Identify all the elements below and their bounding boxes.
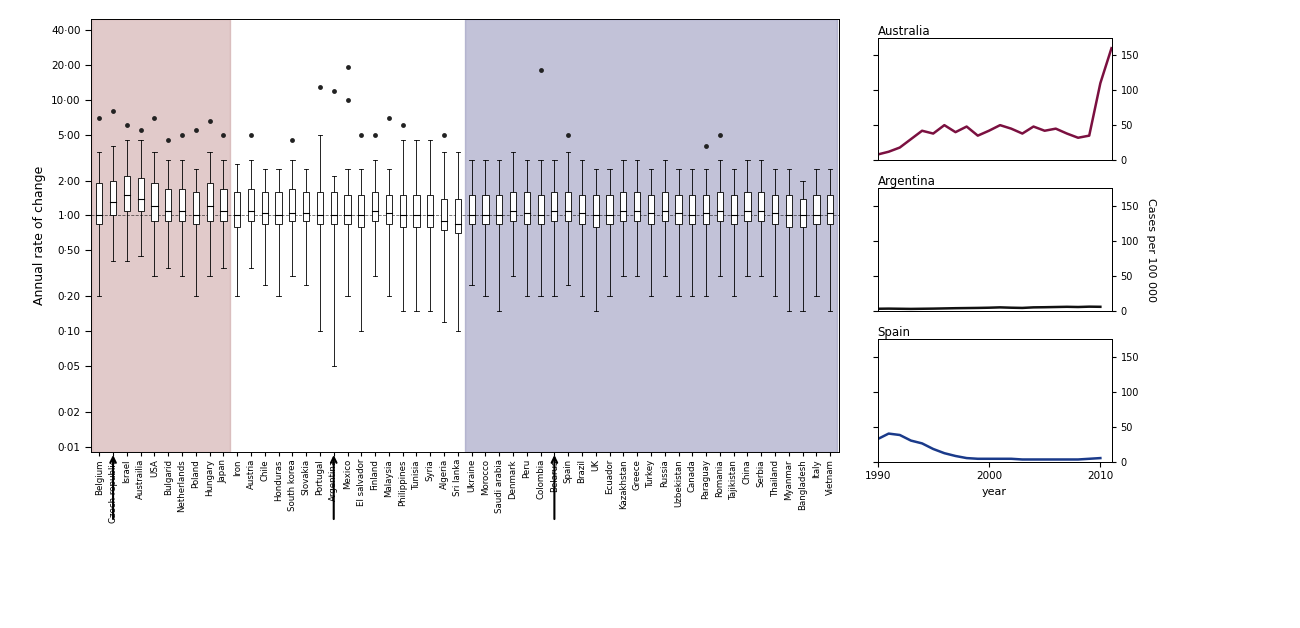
Bar [482, 195, 489, 224]
Bar [551, 192, 558, 220]
Bar [716, 192, 723, 220]
Bar [303, 192, 309, 220]
Bar [537, 195, 543, 224]
Bar [261, 192, 268, 224]
Bar [399, 195, 406, 227]
Bar [593, 195, 599, 227]
Y-axis label: Cases per 100 000: Cases per 100 000 [1145, 198, 1156, 301]
Bar [634, 192, 640, 220]
Bar [785, 195, 792, 227]
Bar [138, 178, 144, 210]
Bar [455, 198, 461, 234]
Bar [662, 192, 668, 220]
Bar [772, 195, 779, 224]
Bar [330, 192, 337, 224]
Bar [647, 195, 654, 224]
Text: Argentina: Argentina [878, 175, 936, 188]
Bar [413, 195, 420, 227]
Bar [248, 189, 254, 220]
Bar [372, 192, 378, 220]
Bar [290, 189, 295, 220]
Bar [676, 195, 681, 224]
Bar [731, 195, 737, 224]
Bar [207, 183, 213, 220]
X-axis label: year: year [982, 487, 1008, 497]
Bar [800, 198, 806, 227]
Bar [814, 195, 819, 224]
Bar [497, 195, 502, 224]
Bar [92, 19, 230, 452]
Y-axis label: Annual rate of change: Annual rate of change [32, 166, 46, 305]
Bar [111, 181, 116, 215]
Bar [689, 195, 696, 224]
Bar [344, 195, 351, 224]
Bar [524, 192, 530, 224]
Bar [151, 183, 157, 220]
Bar [510, 192, 516, 220]
Bar [276, 192, 282, 224]
Bar [96, 183, 103, 224]
Bar [179, 189, 185, 220]
Bar [317, 192, 322, 224]
Bar [359, 195, 364, 227]
Bar [220, 189, 226, 220]
Bar [468, 195, 474, 224]
Bar [758, 192, 764, 220]
Bar [428, 195, 433, 227]
Bar [827, 195, 833, 224]
Bar [234, 192, 240, 227]
Bar [165, 189, 172, 220]
Bar [620, 192, 627, 220]
Bar [192, 192, 199, 224]
Text: Spain: Spain [878, 326, 910, 339]
Bar [607, 195, 612, 224]
Bar [703, 195, 710, 224]
Text: Australia: Australia [878, 24, 930, 38]
Bar [386, 195, 393, 224]
Bar [465, 19, 837, 452]
Bar [441, 198, 447, 230]
Bar [578, 195, 585, 224]
Bar [745, 192, 750, 220]
Bar [124, 176, 130, 210]
Bar [566, 192, 571, 220]
